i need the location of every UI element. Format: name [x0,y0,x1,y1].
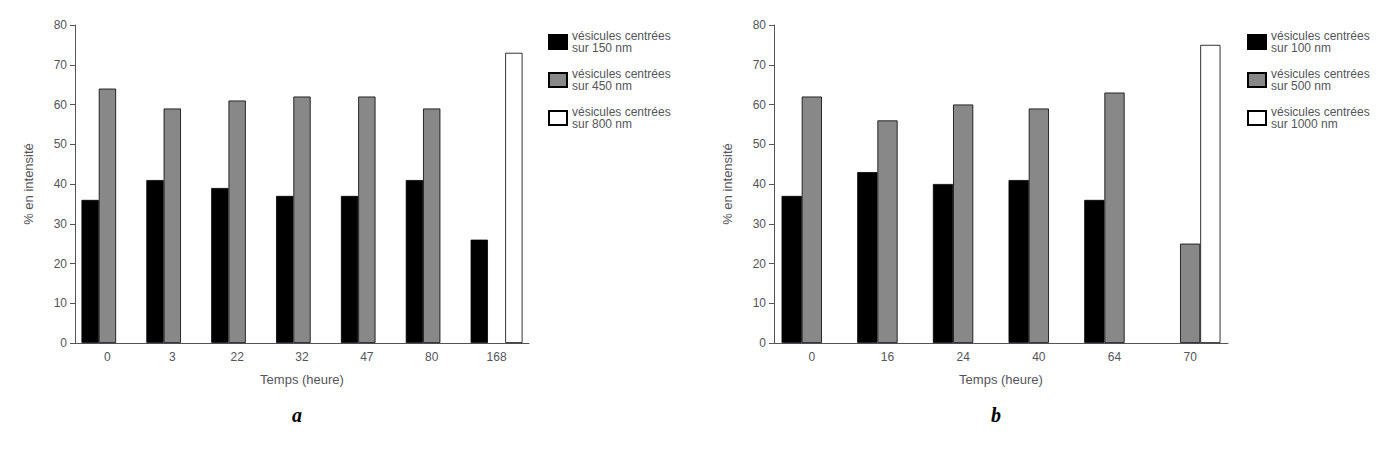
svg-text:20: 20 [753,257,767,271]
svg-text:40: 40 [1032,350,1046,364]
svg-text:0: 0 [759,336,766,350]
svg-text:Temps (heure): Temps (heure) [260,372,344,387]
svg-text:60: 60 [753,98,767,112]
svg-text:Temps (heure): Temps (heure) [959,372,1043,387]
svg-text:70: 70 [1183,350,1197,364]
svg-text:% en intensité: % en intensité [720,143,735,225]
svg-text:50: 50 [54,137,68,151]
svg-text:vésicules centrées: vésicules centrées [1271,67,1370,81]
svg-text:32: 32 [295,350,309,364]
svg-text:24: 24 [956,350,970,364]
svg-text:168: 168 [487,350,507,364]
svg-text:10: 10 [54,296,68,310]
svg-text:sur 100 nm: sur 100 nm [1271,41,1331,55]
svg-text:vésicules centrées: vésicules centrées [572,67,671,81]
svg-text:sur 150 nm: sur 150 nm [572,41,632,55]
svg-text:30: 30 [54,217,68,231]
svg-text:30: 30 [753,217,767,231]
svg-text:80: 80 [753,18,767,32]
svg-text:sur 450 nm: sur 450 nm [572,79,632,93]
svg-text:10: 10 [753,296,767,310]
svg-text:80: 80 [425,350,439,364]
svg-text:vésicules centrées: vésicules centrées [572,29,671,43]
svg-text:sur 500 nm: sur 500 nm [1271,79,1331,93]
svg-text:50: 50 [753,137,767,151]
svg-text:% en intensité: % en intensité [21,143,36,225]
svg-text:16: 16 [881,350,895,364]
svg-text:22: 22 [230,350,244,364]
svg-text:vésicules centrées: vésicules centrées [572,105,671,119]
svg-text:60: 60 [54,98,68,112]
svg-text:b: b [991,404,1001,426]
svg-text:20: 20 [54,257,68,271]
svg-text:0: 0 [60,336,67,350]
svg-text:vésicules centrées: vésicules centrées [1271,105,1370,119]
svg-text:40: 40 [753,177,767,191]
svg-text:64: 64 [1108,350,1122,364]
svg-text:sur 1000 nm: sur 1000 nm [1271,117,1338,131]
svg-text:sur 800 nm: sur 800 nm [572,117,632,131]
svg-text:47: 47 [360,350,374,364]
svg-text:a: a [292,404,302,426]
svg-text:vésicules centrées: vésicules centrées [1271,29,1370,43]
svg-text:3: 3 [169,350,176,364]
svg-text:70: 70 [753,58,767,72]
svg-text:0: 0 [104,350,111,364]
svg-text:70: 70 [54,58,68,72]
svg-text:0: 0 [808,350,815,364]
svg-text:40: 40 [54,177,68,191]
svg-text:80: 80 [54,18,68,32]
